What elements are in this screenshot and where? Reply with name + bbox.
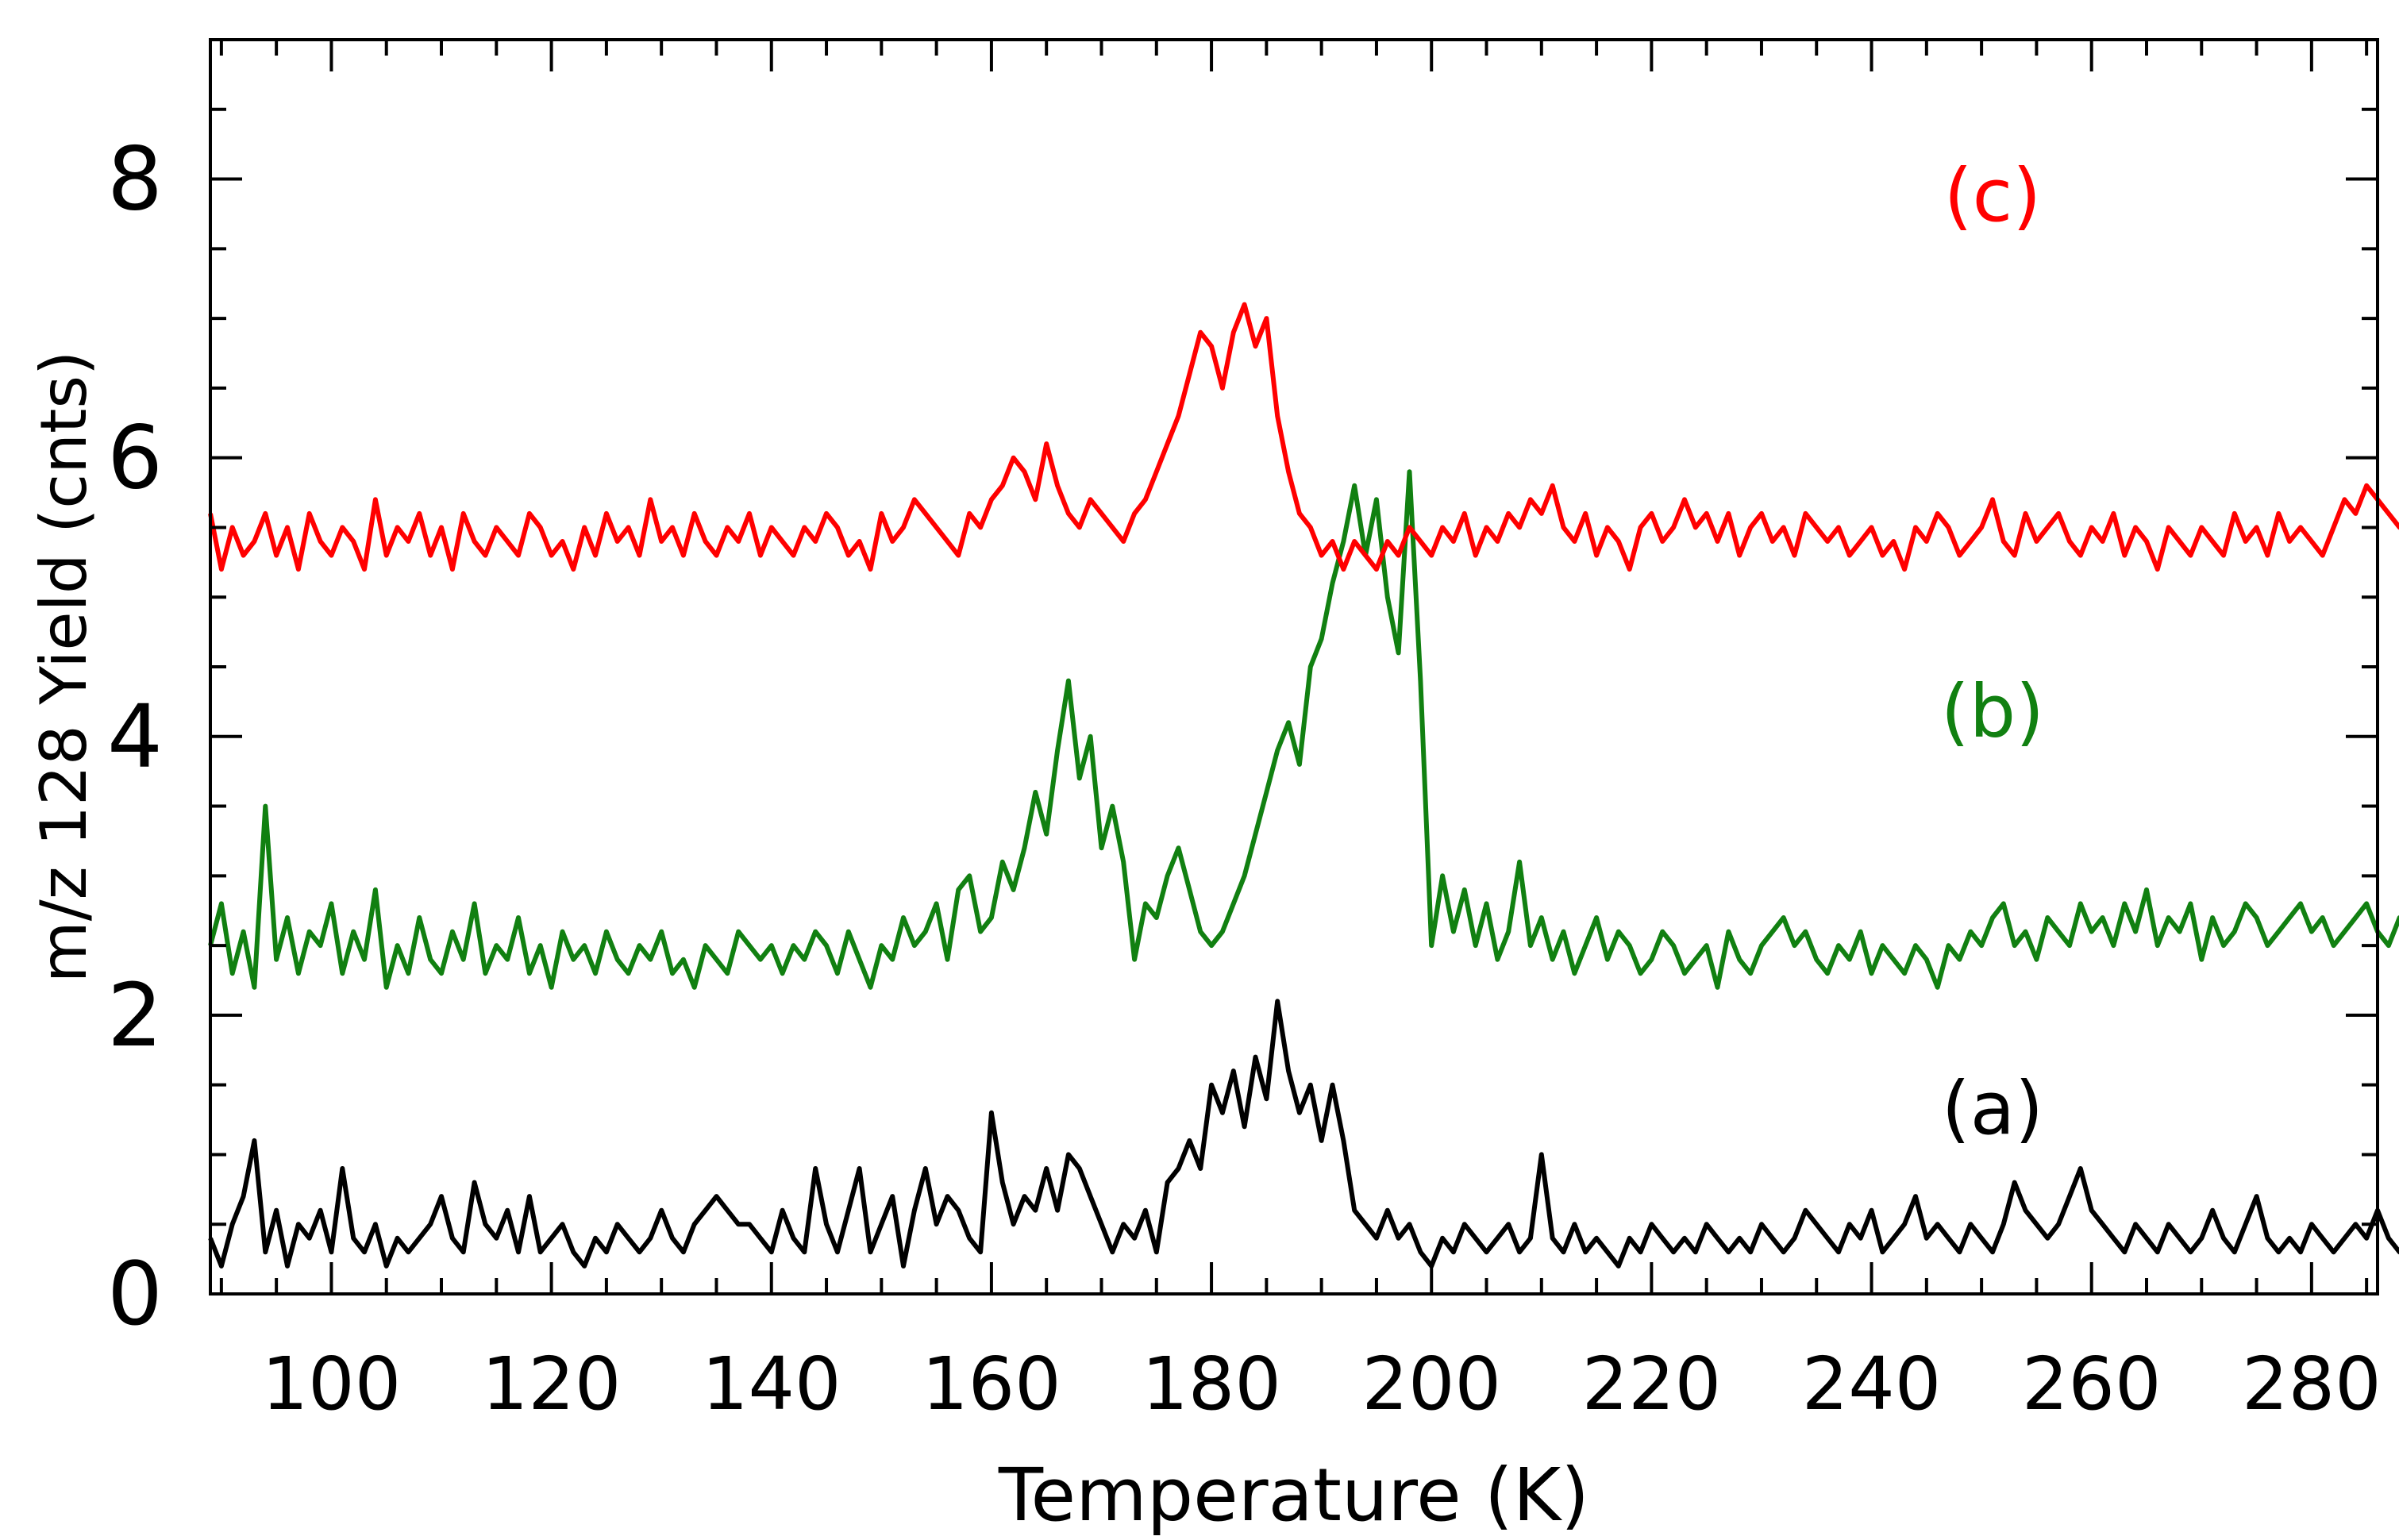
- series-annotation-a: (a): [1942, 1066, 2043, 1151]
- y-tick-label: 6: [107, 407, 163, 509]
- x-tick-label: 180: [1142, 1342, 1281, 1426]
- series-line-c: [208, 302, 2399, 572]
- y-tick-label: 0: [107, 1243, 163, 1345]
- y-tick-label: 4: [107, 686, 163, 787]
- x-tick-label: 100: [262, 1342, 402, 1426]
- y-tick-label: 2: [107, 964, 163, 1066]
- y-axis-label: m/z 128 Yield (cnts): [27, 351, 101, 983]
- x-tick-label: 120: [482, 1342, 622, 1426]
- series-line-a: [208, 999, 2399, 1269]
- series-line-b: [208, 469, 2399, 990]
- y-tick-label: 8: [107, 129, 163, 230]
- x-tick-label: 200: [1361, 1342, 1501, 1426]
- x-tick-label: 160: [922, 1342, 1061, 1426]
- x-tick-label: 260: [2022, 1342, 2162, 1426]
- x-axis-label: Temperature (K): [998, 1453, 1589, 1536]
- x-tick-label: 140: [702, 1342, 841, 1426]
- series-annotation-b: (b): [1941, 669, 2044, 754]
- x-tick-label: 280: [2242, 1342, 2382, 1426]
- x-tick-label: 240: [1802, 1342, 1942, 1426]
- series-annotation-c: (c): [1944, 153, 2041, 238]
- x-tick-label: 220: [1582, 1342, 1722, 1426]
